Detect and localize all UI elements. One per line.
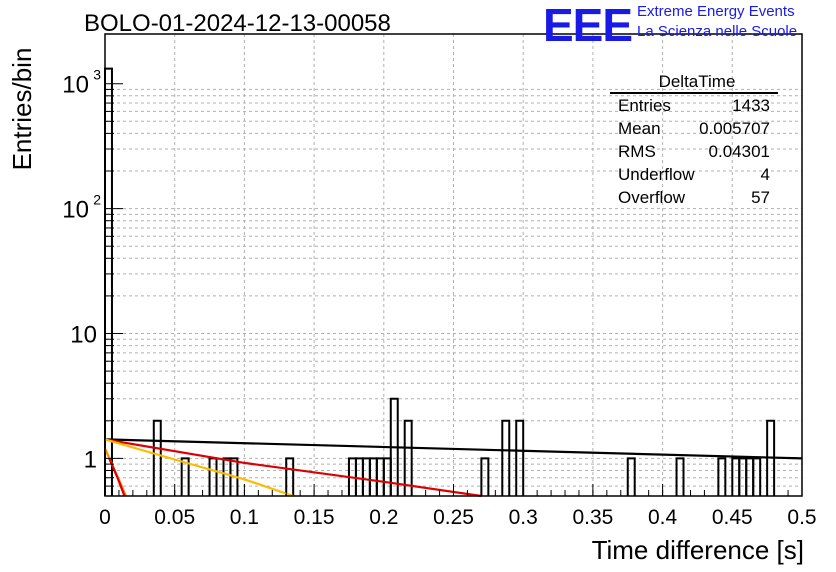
- stats-label: RMS: [618, 142, 656, 161]
- stats-row-entries: Entries 1433: [610, 94, 778, 117]
- stats-label: Overflow: [618, 188, 686, 207]
- y-axis-label: Entries/bin: [7, 47, 37, 171]
- x-tick-label: 0.5: [787, 506, 816, 529]
- logo-caption: Extreme Energy Events La Scienza nelle S…: [637, 2, 797, 42]
- x-tick-label: 0.35: [572, 506, 613, 529]
- stats-value: 57: [751, 188, 770, 207]
- stats-row-underflow: Underflow 4: [610, 163, 778, 186]
- histogram-bin: [752, 457, 762, 496]
- histogram-bin: [501, 419, 511, 496]
- logo-caption-line1: Extreme Energy Events: [637, 3, 795, 20]
- fit-curves: [103, 438, 803, 498]
- x-tick-label: 0.05: [154, 506, 195, 529]
- stats-value: 4: [760, 165, 770, 184]
- stats-box-title: DeltaTime: [610, 72, 778, 94]
- histogram-bin: [285, 457, 295, 496]
- y-tick-label: 1: [84, 446, 97, 473]
- x-tick-label: 0.2: [369, 506, 398, 529]
- stats-label: Underflow: [618, 165, 695, 184]
- x-axis-label: Time difference [s]: [591, 535, 804, 565]
- y-tick-exponent: 2: [93, 192, 101, 208]
- x-axis-ticks: 0 0.05 0.1 0.15 0.2 0.25 0.3 0.35 0.4 0.45 0.5: [99, 484, 817, 529]
- histogram-bin: [480, 457, 490, 496]
- stats-row-rms: RMS 0.04301: [610, 140, 778, 163]
- histogram-bin: [152, 419, 162, 496]
- histogram-bin: [626, 457, 636, 496]
- eee-logo: EEE: [543, 0, 633, 51]
- logo-caption-line2: La Scienza nelle Scuole: [637, 23, 798, 40]
- fit-curve: [104, 438, 803, 460]
- stats-row-overflow: Overflow 57: [610, 186, 778, 209]
- histogram-bin: [180, 457, 190, 496]
- stats-box: DeltaTime Entries 1433 Mean 0.005707 RMS 0.…: [610, 72, 778, 209]
- y-tick-label: 10: [62, 72, 89, 99]
- stats-row-mean: Mean 0.005707: [610, 117, 778, 140]
- histogram-bin: [104, 67, 113, 496]
- histogram-bin: [675, 457, 685, 496]
- chart-title: BOLO-01-2024-12-13-00058: [84, 10, 391, 37]
- y-tick-label: 10: [70, 322, 97, 349]
- y-tick-label: 10: [62, 197, 89, 224]
- fit-curve: [104, 438, 294, 498]
- x-tick-label: 0.4: [648, 506, 678, 529]
- stats-label: Mean: [618, 119, 661, 138]
- fit-curve: [104, 438, 482, 498]
- x-tick-label: 0.3: [509, 506, 538, 529]
- histogram-bin: [515, 419, 525, 496]
- fit-curve: [108, 457, 126, 497]
- stats-value: 1433: [732, 96, 770, 115]
- x-tick-label: 0.45: [712, 506, 753, 529]
- x-tick-label: 0: [99, 506, 111, 529]
- grid: [105, 34, 802, 497]
- stats-label: Entries: [618, 96, 671, 115]
- x-tick-label: 0.15: [294, 506, 335, 529]
- x-tick-label: 0.1: [230, 506, 259, 529]
- stats-value: 0.005707: [699, 119, 770, 138]
- stats-value: 0.04301: [708, 142, 770, 161]
- histogram-bin: [403, 419, 413, 496]
- histogram-bin: [717, 457, 727, 496]
- y-tick-exponent: 3: [93, 67, 101, 83]
- x-tick-label: 0.25: [433, 506, 474, 529]
